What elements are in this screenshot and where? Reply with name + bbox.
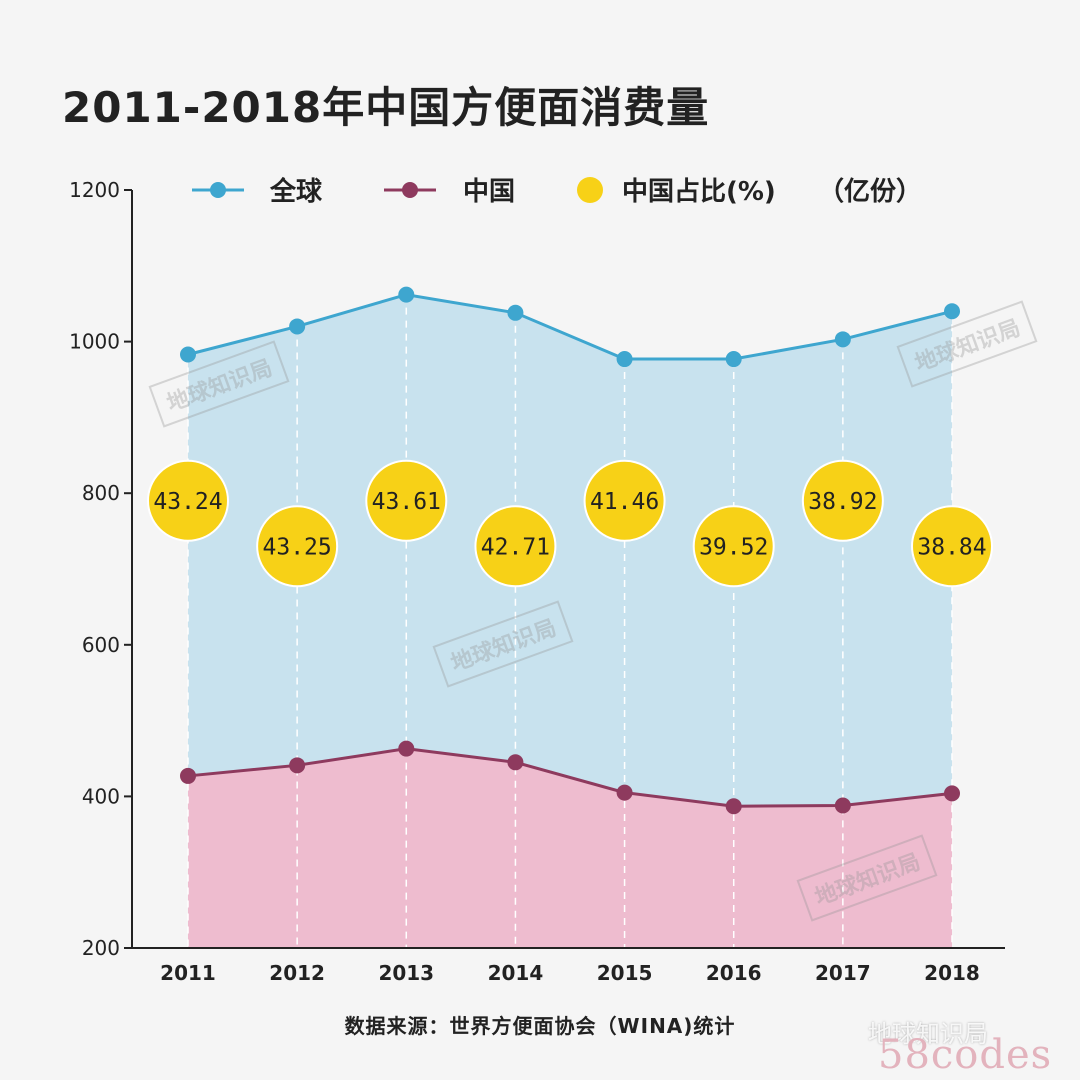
y-tick-label: 1200	[69, 178, 120, 202]
share-label: 43.25	[263, 534, 332, 560]
y-tick-label: 200	[82, 936, 120, 960]
x-tick-label: 2013	[378, 961, 434, 985]
legend-share-marker	[577, 177, 603, 203]
share-bubble	[911, 505, 993, 588]
global-point	[398, 286, 415, 303]
share-bubble	[365, 459, 448, 542]
global-point	[944, 303, 960, 320]
china-point	[398, 740, 415, 757]
china-point	[725, 798, 742, 815]
x-tick-label: 2015	[597, 961, 653, 985]
wechat-watermark: 地球知识局	[868, 1020, 988, 1048]
y-tick-label: 1000	[69, 330, 120, 354]
x-tick-label: 2017	[815, 961, 871, 985]
global-point	[507, 304, 524, 321]
legend-global-label: 全球	[269, 176, 323, 207]
share-label: 43.24	[153, 489, 222, 515]
share-bubble	[474, 505, 557, 588]
share-bubble	[692, 505, 775, 588]
china-line	[187, 747, 953, 808]
legend-china-marker	[402, 182, 418, 198]
share-bubble	[256, 505, 339, 588]
china-point	[507, 754, 524, 771]
global-point	[180, 346, 196, 363]
data-source-note: 数据来源：世界方便面协会（WINA)统计	[344, 1014, 736, 1038]
china-point	[944, 785, 960, 802]
global-point	[289, 318, 306, 335]
share-bubble	[147, 459, 229, 542]
legend-global-marker	[210, 182, 226, 198]
share-bubble	[583, 459, 666, 542]
china-point	[180, 767, 196, 784]
share-label: 38.84	[917, 534, 986, 560]
share-label: 42.71	[481, 534, 550, 560]
china-point	[834, 797, 851, 814]
y-tick-label: 800	[82, 481, 120, 505]
share-bubble	[801, 459, 884, 542]
share-label: 43.61	[372, 489, 441, 515]
x-tick-label: 2014	[488, 961, 544, 985]
china-area	[188, 748, 952, 948]
consumption-chart: 200 400 600 800 1000 1200 2011 2012 2013 2014 2015…	[69, 176, 1005, 985]
share-label: 39.52	[699, 534, 768, 560]
china-point	[289, 757, 306, 774]
global-point	[834, 331, 851, 348]
global-point	[725, 351, 742, 368]
legend-unit-label: （亿份）	[818, 177, 922, 207]
x-tick-label: 2012	[269, 961, 325, 985]
share-label: 38.92	[808, 489, 877, 515]
share-label: 41.46	[590, 489, 659, 515]
china-point	[616, 784, 633, 801]
y-tick-label: 600	[82, 633, 120, 657]
global-point	[616, 351, 633, 368]
legend-china-label: 中国	[463, 177, 515, 207]
chart-title: 2011-2018年中国方便面消费量	[62, 83, 710, 132]
x-tick-label: 2018	[924, 961, 980, 985]
legend-share-label: 中国占比(%)	[622, 177, 776, 207]
x-tick-label: 2011	[160, 961, 216, 985]
y-tick-label: 400	[82, 784, 120, 808]
global-line	[187, 293, 953, 361]
x-tick-label: 2016	[706, 961, 762, 985]
site-watermark: 58codes	[878, 1032, 1053, 1078]
